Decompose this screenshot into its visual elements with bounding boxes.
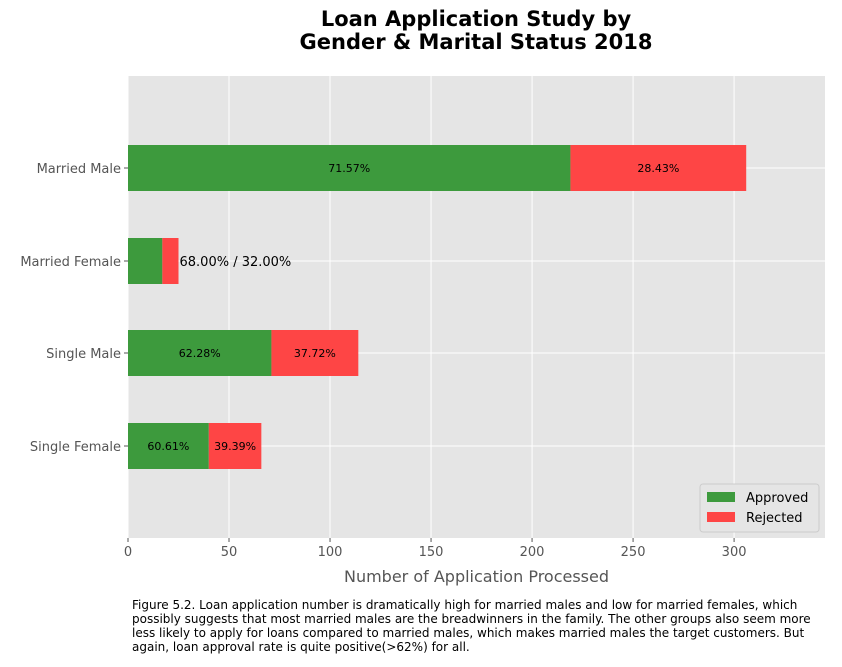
x-tick-label-3: 150 <box>419 545 444 560</box>
x-tick-label-0: 0 <box>124 545 132 560</box>
bar-approved-3 <box>128 423 209 469</box>
legend-label-rejected: Rejected <box>746 511 803 526</box>
x-axis-ticks: 0 50 100 150 200 250 300 <box>124 538 747 560</box>
bar-labels: 71.57% 28.43% 68.00% / 32.00% 62.28% 37.72% 6… <box>147 162 679 453</box>
legend-swatch-rejected <box>707 512 735 522</box>
x-tick-label-2: 100 <box>318 545 343 560</box>
y-tick-label-1: Married Female <box>20 255 121 270</box>
bar-approved-0 <box>128 145 571 191</box>
bar-label-approved-2: 62.28% <box>179 347 221 360</box>
x-tick-label-1: 50 <box>221 545 238 560</box>
bar-label-rejected-3: 39.39% <box>214 440 256 453</box>
bar-rejected-1 <box>162 238 179 284</box>
legend-label-approved: Approved <box>746 491 808 506</box>
x-tick-label-6: 300 <box>722 545 747 560</box>
bar-approved-1 <box>128 238 163 284</box>
x-tick-label-4: 200 <box>520 545 545 560</box>
bar-rejected-3 <box>208 423 262 469</box>
bar-rejected-0 <box>570 145 747 191</box>
y-axis-ticks: Married Male Married Female Single Male Sin… <box>20 162 128 455</box>
bar-rejected-2 <box>271 330 359 376</box>
bars <box>128 145 747 469</box>
x-tick-label-5: 250 <box>621 545 646 560</box>
title-line-2: Gender & Marital Status 2018 <box>300 30 653 54</box>
bar-label-approved-3: 60.61% <box>147 440 189 453</box>
title-line-1: Loan Application Study by <box>321 7 632 31</box>
x-axis-label: Number of Application Processed <box>344 567 609 586</box>
bar-label-outside-1: 68.00% / 32.00% <box>180 255 292 270</box>
y-tick-label-3: Single Female <box>30 440 121 455</box>
bar-label-rejected-2: 37.72% <box>294 347 336 360</box>
bar-approved-2 <box>128 330 272 376</box>
figure-caption: Figure 5.2. Loan application number is d… <box>132 598 811 654</box>
legend-swatch-approved <box>707 492 735 502</box>
bar-label-rejected-0: 28.43% <box>637 162 679 175</box>
y-tick-label-0: Married Male <box>37 162 121 177</box>
y-tick-label-2: Single Male <box>46 347 121 362</box>
bar-label-approved-0: 71.57% <box>328 162 370 175</box>
legend: Approved Rejected <box>699 483 820 533</box>
